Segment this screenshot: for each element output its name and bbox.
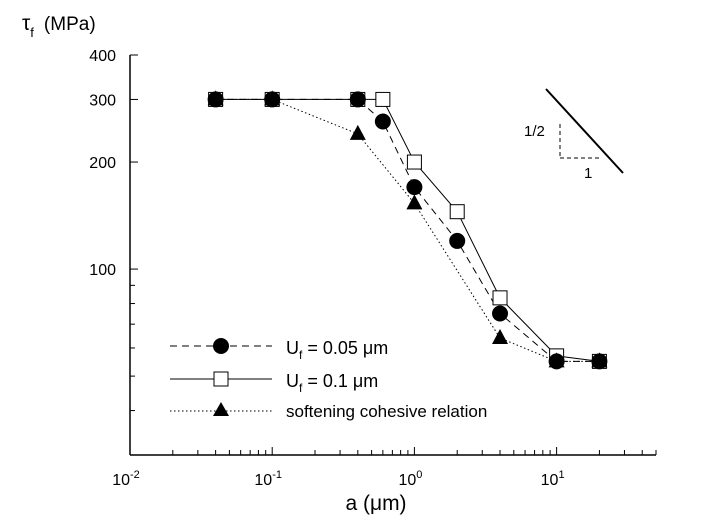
data-point-circle [449, 232, 466, 249]
ticks: 100 200 300 400 10-2 10-1 100 101 [89, 48, 657, 489]
slope-line [545, 88, 624, 174]
x-tick-label: 100 [398, 469, 422, 489]
slope-indicator: 1/2 1 [524, 88, 624, 182]
legend-label-u01: Uf = 0.1 μm [286, 371, 378, 395]
y-axis-subscript: f [30, 25, 34, 40]
markers [207, 90, 608, 370]
y-axis-symbol: τ [22, 12, 31, 35]
data-point-circle [349, 91, 366, 108]
legend: Uf = 0.05 μm Uf = 0.1 μm softening cohes… [170, 338, 487, 421]
y-tick-label: 200 [89, 155, 116, 172]
x-axis-suffix: m) [382, 492, 407, 515]
legend-label-u005: Uf = 0.05 μm [286, 338, 388, 362]
data-point-square [406, 154, 422, 170]
data-point-circle [492, 305, 509, 322]
data-point-circle [406, 179, 423, 196]
data-point-triangle [349, 124, 366, 140]
data-point-triangle [406, 194, 423, 210]
x-axis-title: a (μm) [345, 492, 406, 515]
slope-run-label: 1 [584, 165, 592, 182]
x-axis-mu: μ [370, 492, 382, 515]
data-point-triangle [548, 352, 565, 368]
y-axis-title: τf (MPa) [22, 12, 96, 40]
data-point-triangle [492, 328, 509, 344]
x-tick-label: 10-2 [112, 469, 140, 489]
y-tick-label: 400 [89, 48, 116, 65]
legend-marker-square [213, 371, 229, 387]
data-point-square [492, 290, 508, 306]
data-point-square [449, 204, 465, 220]
axes [129, 55, 656, 456]
data-point-triangle [591, 352, 608, 368]
data-point-triangle [207, 90, 224, 106]
legend-marker-triangle [213, 402, 229, 416]
y-tick-label: 300 [89, 92, 116, 109]
x-tick-label: 10-1 [254, 469, 282, 489]
legend-entry-softening: softening cohesive relation [170, 402, 487, 421]
legend-entry-u01: Uf = 0.1 μm [170, 371, 378, 395]
data-point-triangle [264, 90, 281, 106]
data-point-circle [374, 113, 391, 130]
x-tick-label: 101 [541, 469, 565, 489]
x-axis-prefix: a ( [345, 492, 370, 515]
y-axis-unit: (MPa) [44, 14, 96, 35]
legend-marker-circle [213, 338, 229, 354]
data-point-square [375, 91, 391, 107]
y-tick-label: 100 [89, 262, 116, 279]
legend-entry-u005: Uf = 0.05 μm [170, 338, 388, 362]
slope-rise-label: 1/2 [524, 123, 545, 140]
legend-label-softening: softening cohesive relation [286, 402, 487, 421]
